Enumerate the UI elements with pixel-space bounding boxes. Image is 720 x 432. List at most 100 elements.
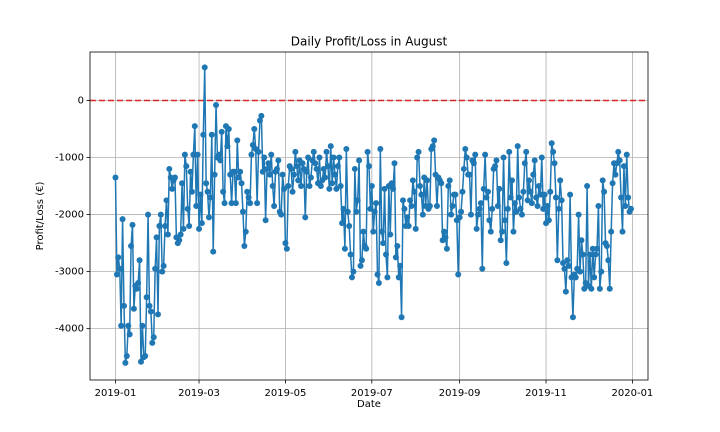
data-point <box>228 200 235 207</box>
data-point <box>312 160 319 167</box>
data-point <box>458 208 465 215</box>
data-point <box>608 228 615 235</box>
data-point <box>295 177 302 184</box>
data-point <box>572 274 579 281</box>
data-point <box>187 168 194 175</box>
data-point <box>510 228 517 235</box>
data-point <box>358 257 365 264</box>
data-point <box>506 148 513 155</box>
data-point <box>333 185 340 192</box>
data-point <box>334 163 341 170</box>
data-point <box>176 237 183 244</box>
data-point <box>411 188 418 195</box>
data-point <box>179 180 186 187</box>
data-point <box>513 208 520 215</box>
data-point <box>220 188 227 195</box>
data-point <box>125 322 132 329</box>
data-point <box>292 148 299 155</box>
chart-title: Daily Profit/Loss in August <box>291 35 448 49</box>
data-point <box>625 194 632 201</box>
data-point <box>317 183 324 190</box>
data-point <box>391 160 398 167</box>
data-point <box>609 180 616 187</box>
data-point <box>150 334 157 341</box>
y-tick-label: -1000 <box>55 153 84 164</box>
data-point <box>275 157 282 164</box>
data-point <box>527 188 534 195</box>
data-point <box>531 157 538 164</box>
data-point <box>482 151 489 158</box>
data-point <box>594 245 601 252</box>
data-point <box>476 205 483 212</box>
data-point <box>477 200 484 207</box>
data-point <box>264 165 271 172</box>
data-point <box>200 131 207 138</box>
y-tick-label: -2000 <box>55 210 84 221</box>
data-point <box>578 237 585 244</box>
data-point <box>480 185 487 192</box>
data-point <box>251 126 258 133</box>
data-point <box>303 168 310 175</box>
data-point <box>128 242 135 249</box>
data-point <box>183 163 190 170</box>
data-point <box>160 262 167 269</box>
data-point <box>133 285 140 292</box>
data-point <box>503 260 510 267</box>
data-point <box>313 165 320 172</box>
data-point <box>282 240 289 247</box>
data-point <box>129 221 136 228</box>
data-point <box>171 174 178 181</box>
data-point <box>269 183 276 190</box>
data-point <box>247 200 254 207</box>
data-point <box>340 205 347 212</box>
data-point <box>218 128 225 135</box>
data-point <box>137 358 144 365</box>
data-point <box>433 203 440 210</box>
data-point <box>526 177 533 184</box>
data-point <box>126 331 133 338</box>
data-point <box>405 222 412 229</box>
data-point <box>378 228 385 235</box>
data-point <box>234 137 241 144</box>
data-point <box>456 214 463 221</box>
data-point <box>339 220 346 227</box>
data-point <box>245 194 252 201</box>
data-point <box>407 197 414 204</box>
data-point <box>541 191 548 198</box>
data-point <box>466 171 473 178</box>
data-point <box>299 160 306 167</box>
data-point <box>116 265 123 272</box>
data-point <box>162 222 169 229</box>
data-point <box>449 203 456 210</box>
data-point <box>521 160 528 167</box>
data-point <box>486 217 493 224</box>
data-point <box>238 180 245 187</box>
data-point <box>424 177 431 184</box>
data-point <box>588 285 595 292</box>
data-point <box>377 145 384 152</box>
data-point <box>163 197 170 204</box>
data-point <box>565 262 572 269</box>
data-point <box>210 248 217 255</box>
data-point <box>387 231 394 238</box>
data-point <box>442 234 449 241</box>
x-tick-label: 2019-01 <box>95 388 137 399</box>
data-point <box>409 177 416 184</box>
data-point <box>620 163 627 170</box>
data-point <box>398 314 405 321</box>
y-tick-label: 0 <box>78 95 84 106</box>
data-point <box>330 154 337 161</box>
data-point <box>603 242 610 249</box>
data-point <box>569 314 576 321</box>
data-point <box>268 151 275 158</box>
data-point <box>581 285 588 292</box>
data-point <box>306 183 313 190</box>
data-point <box>293 163 300 170</box>
data-point <box>388 180 395 187</box>
data-point <box>242 228 249 235</box>
data-point <box>241 242 248 249</box>
data-point <box>544 203 551 210</box>
data-point <box>504 205 511 212</box>
data-point <box>397 262 404 269</box>
data-point <box>390 185 397 192</box>
